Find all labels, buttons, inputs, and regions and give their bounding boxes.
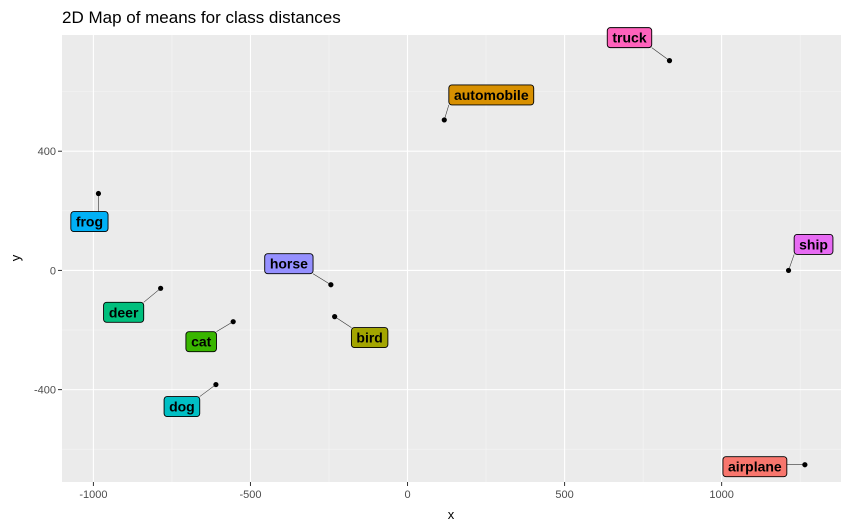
- label-box: [163, 396, 201, 418]
- point-label-ship: ship: [793, 233, 834, 255]
- label-text: bird: [356, 330, 382, 346]
- leader-line: [443, 104, 450, 121]
- label-text: automobile: [454, 87, 529, 103]
- leader-line: [334, 316, 352, 328]
- y-axis-title: y: [8, 254, 23, 261]
- label-box: [448, 84, 535, 106]
- y-tick-label: -400: [34, 385, 56, 397]
- label-text: frog: [76, 214, 103, 230]
- data-points: [95, 47, 808, 468]
- point-deer: [158, 285, 164, 291]
- point-frog: [95, 190, 102, 197]
- grid-lines: [62, 35, 841, 482]
- leader-line: [312, 273, 332, 285]
- label-box: [606, 27, 653, 49]
- label-text: cat: [191, 334, 212, 350]
- point-label-truck: truck: [606, 27, 653, 49]
- axis-ticks: -1000 -500 0 500 1000 400 0 -400: [34, 146, 734, 501]
- point-bird: [332, 314, 338, 320]
- label-box: [264, 253, 314, 275]
- label-box: [185, 331, 217, 353]
- x-tick-label: 500: [555, 489, 573, 501]
- point-ship: [785, 267, 792, 274]
- point-automobile: [441, 117, 447, 123]
- leader-line: [216, 321, 234, 332]
- x-tick-label: 1000: [709, 489, 733, 501]
- leader-line: [199, 384, 217, 397]
- point-label-bird: bird: [350, 327, 389, 349]
- label-text: airplane: [728, 459, 782, 475]
- point-horse: [328, 282, 334, 288]
- point-dog: [213, 381, 219, 388]
- label-box: [103, 301, 145, 323]
- label-box: [70, 211, 109, 232]
- point-label-dog: dog: [163, 396, 201, 418]
- label-text: ship: [799, 236, 828, 252]
- label-text: dog: [169, 399, 195, 415]
- point-cat: [230, 319, 236, 325]
- point-label-cat: cat: [185, 331, 217, 353]
- x-tick-label: -1000: [79, 489, 107, 501]
- label-text: horse: [270, 256, 308, 272]
- label-text: deer: [109, 304, 139, 320]
- x-tick-label: -500: [239, 489, 261, 501]
- leader-line: [651, 47, 670, 61]
- x-axis-title: x: [448, 507, 455, 522]
- label-box: [350, 327, 389, 349]
- point-airplane: [802, 462, 808, 468]
- chart-title: 2D Map of means for class distances: [62, 8, 341, 27]
- point-label-automobile: automobile: [448, 84, 535, 106]
- leader-line: [143, 288, 161, 303]
- point-label-frog: frog: [70, 211, 109, 232]
- x-tick-label: 0: [404, 489, 410, 501]
- leader-line: [788, 254, 795, 271]
- point-labels: airplane automobile bird cat deer dog frog hors…: [70, 27, 834, 478]
- label-box: [793, 233, 834, 255]
- y-tick-label: 0: [50, 265, 56, 277]
- point-label-horse: horse: [264, 253, 314, 275]
- point-label-deer: deer: [103, 301, 145, 323]
- label-box: [722, 456, 788, 478]
- point-label-airplane: airplane: [722, 456, 788, 478]
- y-tick-label: 400: [38, 146, 56, 158]
- label-text: truck: [612, 30, 646, 46]
- point-truck: [666, 58, 673, 64]
